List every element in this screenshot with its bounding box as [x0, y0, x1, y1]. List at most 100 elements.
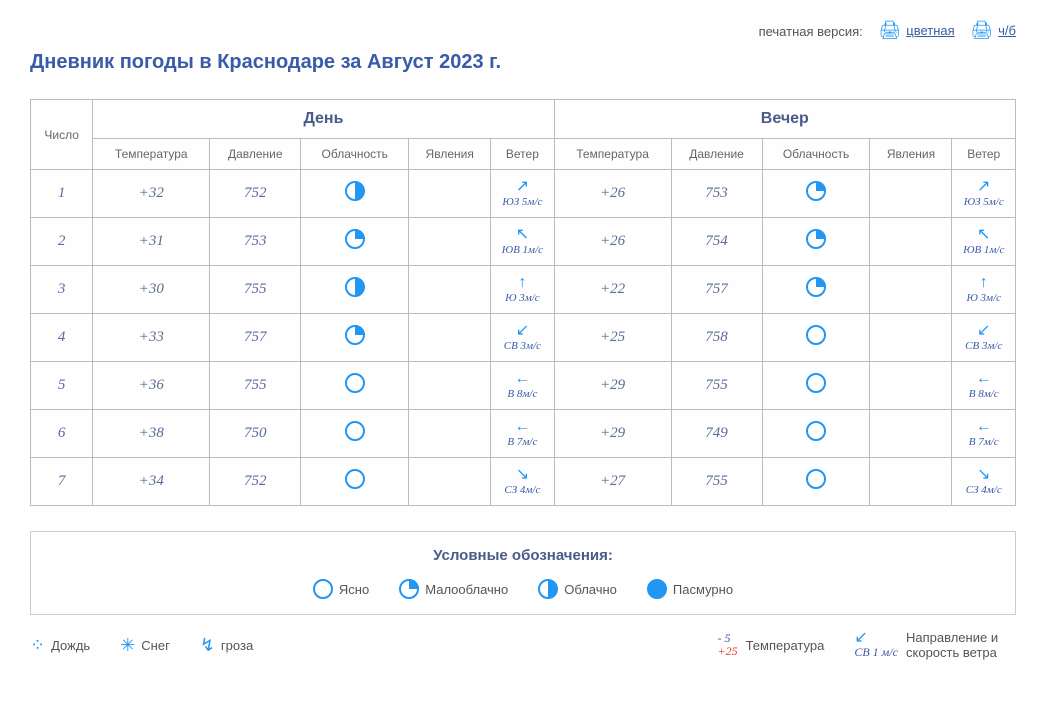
snow-icon: ✳	[120, 635, 135, 656]
legend-partly-label: Малооблачно	[425, 582, 508, 597]
th-eve-wind: Ветер	[952, 139, 1016, 170]
cell-eve-phen	[870, 218, 952, 266]
cloud-partly-icon	[345, 229, 365, 249]
cell-day-cloud	[301, 362, 409, 410]
cell-day-wind: ↖ЮВ 1м/c	[491, 218, 554, 266]
cell-eve-pressure: 758	[671, 314, 762, 362]
legend-full-label: Пасмурно	[673, 582, 733, 597]
cell-eve-wind: ↖ЮВ 1м/c	[952, 218, 1016, 266]
table-row: 4+33757↙СВ 3м/c+25758↙СВ 3м/c	[31, 314, 1016, 362]
table-row: 5+36755←В 8м/c+29755←В 8м/c	[31, 362, 1016, 410]
th-day-pressure: Давление	[210, 139, 301, 170]
wind-text: В 8м/c	[969, 388, 999, 400]
cell-day-phen	[409, 314, 491, 362]
cell-eve-temp: +22	[554, 266, 671, 314]
legend-storm-label: гроза	[221, 638, 253, 653]
cell-eve-phen	[870, 362, 952, 410]
cloud-partly-icon	[345, 325, 365, 345]
cell-day-phen	[409, 458, 491, 506]
legend-wind-example-text: СВ 1 м/с	[854, 646, 898, 659]
printer-color-icon: 🖨	[878, 20, 901, 41]
cloud-half-icon	[345, 277, 365, 297]
color-print-link[interactable]: цветная	[906, 23, 954, 38]
wind-text: СЗ 4м/c	[966, 484, 1002, 496]
cell-eve-pressure: 757	[671, 266, 762, 314]
wind-arrow-icon: ←	[514, 419, 530, 435]
wind-arrow-icon: ↘	[977, 467, 990, 483]
wind-text: Ю 3м/c	[966, 292, 1001, 304]
cell-eve-phen	[870, 266, 952, 314]
full-icon	[647, 579, 667, 599]
cell-day-cloud	[301, 458, 409, 506]
legend-clear-label: Ясно	[339, 582, 369, 597]
th-day-phen: Явления	[409, 139, 491, 170]
cell-eve-wind: ↗ЮЗ 5м/c	[952, 170, 1016, 218]
storm-icon: ↯	[200, 635, 215, 656]
legend-half-label: Облачно	[564, 582, 617, 597]
wind-text: В 8м/c	[507, 388, 537, 400]
cell-day-phen	[409, 170, 491, 218]
wind-text: В 7м/c	[507, 436, 537, 448]
cell-day-pressure: 755	[210, 362, 301, 410]
cell-eve-cloud	[762, 362, 870, 410]
wind-text: ЮВ 1м/c	[963, 244, 1004, 256]
th-day-cloud: Облачность	[301, 139, 409, 170]
cell-day-phen	[409, 266, 491, 314]
th-eve-cloud: Облачность	[762, 139, 870, 170]
cell-day-temp: +31	[93, 218, 210, 266]
th-eve-phen: Явления	[870, 139, 952, 170]
cell-day-wind: ←В 7м/c	[491, 410, 554, 458]
cell-date: 4	[31, 314, 93, 362]
cloud-partly-icon	[806, 181, 826, 201]
legend-clouds-row: Ясно Малооблачно Облачно Пасмурно	[46, 579, 1000, 599]
cell-day-phen	[409, 218, 491, 266]
cell-day-temp: +38	[93, 410, 210, 458]
wind-text: СВ 3м/c	[965, 340, 1002, 352]
cell-eve-wind: ↘СЗ 4м/c	[952, 458, 1016, 506]
cell-eve-phen	[870, 170, 952, 218]
cell-eve-temp: +29	[554, 410, 671, 458]
cell-eve-cloud	[762, 266, 870, 314]
cell-eve-temp: +29	[554, 362, 671, 410]
wind-text: ЮЗ 5м/c	[964, 196, 1004, 208]
wind-arrow-icon: ↗	[516, 179, 529, 195]
cloud-clear-icon	[345, 421, 365, 441]
th-eve-pressure: Давление	[671, 139, 762, 170]
th-day-wind: Ветер	[491, 139, 554, 170]
cell-eve-cloud	[762, 410, 870, 458]
wind-text: СВ 3м/c	[504, 340, 541, 352]
cell-eve-pressure: 755	[671, 458, 762, 506]
cell-day-pressure: 755	[210, 266, 301, 314]
legend-temp-example: - 5 +25	[717, 632, 737, 658]
cloud-clear-icon	[806, 469, 826, 489]
cell-eve-phen	[870, 314, 952, 362]
cell-day-pressure: 752	[210, 458, 301, 506]
partly-icon	[399, 579, 419, 599]
half-icon	[538, 579, 558, 599]
wind-arrow-icon: ↑	[980, 275, 988, 291]
wind-arrow-icon: ←	[976, 419, 992, 435]
cell-day-cloud	[301, 218, 409, 266]
cell-day-temp: +33	[93, 314, 210, 362]
cell-day-temp: +36	[93, 362, 210, 410]
clear-icon	[313, 579, 333, 599]
legend-snow-label: Снег	[141, 638, 170, 653]
wind-text: ЮЗ 5м/c	[502, 196, 542, 208]
bw-print-link[interactable]: ч/б	[998, 23, 1016, 38]
wind-arrow-icon: ↘	[516, 467, 529, 483]
cell-day-cloud	[301, 170, 409, 218]
wind-arrow-icon: ←	[976, 371, 992, 387]
cell-date: 3	[31, 266, 93, 314]
cell-day-wind: ↗ЮЗ 5м/c	[491, 170, 554, 218]
cloud-clear-icon	[345, 469, 365, 489]
wind-arrow-icon: ↖	[516, 227, 529, 243]
legend-rain-label: Дождь	[51, 638, 90, 653]
cloud-clear-icon	[345, 373, 365, 393]
cell-day-wind: ↑Ю 3м/c	[491, 266, 554, 314]
th-day-temp: Температура	[93, 139, 210, 170]
cloud-clear-icon	[806, 373, 826, 393]
cell-day-phen	[409, 362, 491, 410]
legend-temp-label: Температура	[746, 638, 825, 653]
cell-day-cloud	[301, 314, 409, 362]
wind-text: ЮВ 1м/c	[502, 244, 543, 256]
